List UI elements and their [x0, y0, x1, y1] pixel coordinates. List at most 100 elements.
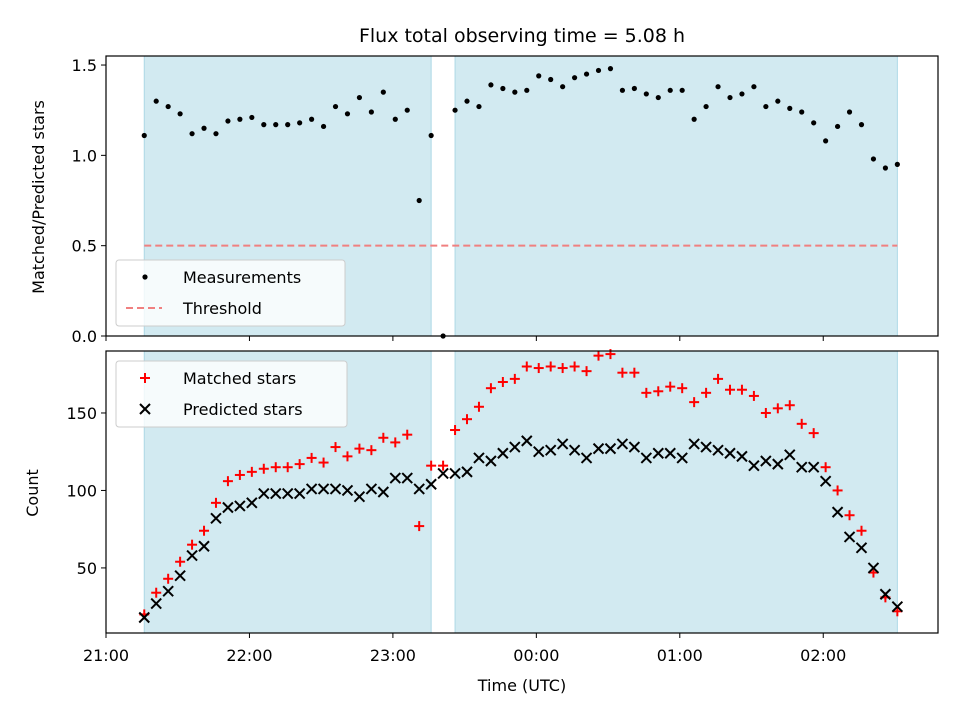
- data-point: [222, 476, 233, 487]
- data-point: [365, 483, 378, 495]
- data-point: [811, 120, 817, 126]
- data-point: [569, 361, 580, 372]
- data-point: [796, 461, 808, 473]
- data-point: [736, 450, 748, 463]
- data-point: [628, 441, 641, 453]
- data-point: [332, 103, 339, 110]
- data-point: [894, 161, 900, 167]
- data-point: [700, 441, 712, 453]
- data-point: [725, 384, 735, 395]
- x-axis-label: Time (UTC): [477, 676, 566, 695]
- data-point: [392, 116, 398, 122]
- data-point: [234, 469, 245, 480]
- data-point: [592, 442, 605, 455]
- data-point: [449, 467, 461, 480]
- data-point: [138, 611, 150, 624]
- y-tick-label: 100: [66, 481, 97, 500]
- data-point: [891, 600, 904, 613]
- data-point: [249, 114, 255, 121]
- data-point: [545, 361, 556, 372]
- data-point: [153, 98, 159, 104]
- y-tick-label: 50: [77, 559, 97, 578]
- data-point: [437, 467, 449, 480]
- data-point: [846, 109, 853, 115]
- data-point: [533, 363, 544, 374]
- data-point: [464, 98, 470, 104]
- data-point: [653, 386, 664, 397]
- data-point: [557, 363, 568, 374]
- data-point: [450, 425, 461, 436]
- data-point: [524, 87, 530, 93]
- data-point: [461, 466, 473, 478]
- data-point: [201, 125, 207, 131]
- data-point: [497, 376, 508, 387]
- data-point: [784, 400, 795, 411]
- data-point: [404, 107, 410, 113]
- data-point: [831, 506, 844, 518]
- data-point: [879, 588, 892, 600]
- data-point: [476, 103, 482, 110]
- data-point: [237, 116, 243, 122]
- data-point: [560, 84, 566, 90]
- data-point: [807, 461, 820, 473]
- legend: Measurements Threshold: [115, 259, 346, 327]
- data-point: [784, 449, 796, 461]
- legend-marker: [142, 274, 148, 280]
- data-point: [652, 447, 664, 459]
- data-point: [150, 597, 162, 610]
- data-point: [607, 66, 614, 72]
- data-point: [282, 462, 293, 473]
- legend-label: Threshold: [182, 299, 262, 318]
- data-point: [342, 451, 353, 462]
- data-point: [843, 531, 856, 543]
- data-point: [234, 500, 246, 512]
- data-point: [509, 441, 521, 453]
- legend-marker: [139, 403, 151, 415]
- data-point: [488, 82, 494, 88]
- data-point: [261, 122, 267, 128]
- legend-label: Matched stars: [183, 369, 296, 388]
- data-point: [485, 455, 497, 467]
- data-point: [452, 107, 458, 113]
- data-point: [246, 466, 257, 477]
- data-point: [796, 418, 807, 429]
- data-point: [318, 457, 329, 468]
- x-tick-label: 22:00: [226, 646, 272, 665]
- data-point: [820, 462, 831, 473]
- data-point: [631, 85, 637, 92]
- data-point: [772, 403, 783, 414]
- data-point: [354, 443, 365, 454]
- data-point: [772, 458, 784, 470]
- data-point: [760, 407, 771, 418]
- data-point: [691, 116, 697, 122]
- x-tick-label: 00:00: [513, 646, 559, 665]
- data-point: [380, 89, 386, 95]
- data-point: [736, 384, 747, 395]
- data-point: [285, 122, 291, 128]
- plot-frame: [105, 350, 939, 634]
- data-point: [713, 373, 724, 384]
- data-point: [844, 510, 855, 521]
- chart-title: Flux total observing time = 5.08 h: [359, 25, 685, 47]
- data-point: [521, 435, 533, 447]
- data-point: [619, 87, 626, 93]
- data-point: [165, 103, 171, 110]
- data-point: [273, 122, 279, 128]
- data-point: [222, 501, 234, 514]
- data-point: [186, 549, 198, 562]
- data-point: [356, 94, 363, 101]
- data-point: [858, 122, 865, 128]
- data-point: [438, 460, 449, 471]
- observing-window: [454, 55, 898, 337]
- data-point: [162, 585, 174, 597]
- data-point: [641, 387, 652, 398]
- data-point: [426, 460, 437, 471]
- x-tick-label: 02:00: [800, 646, 846, 665]
- data-point: [701, 387, 712, 398]
- data-point: [556, 438, 569, 450]
- data-point: [533, 446, 545, 458]
- data-point: [297, 120, 303, 126]
- data-point: [320, 123, 327, 130]
- data-point: [677, 383, 688, 394]
